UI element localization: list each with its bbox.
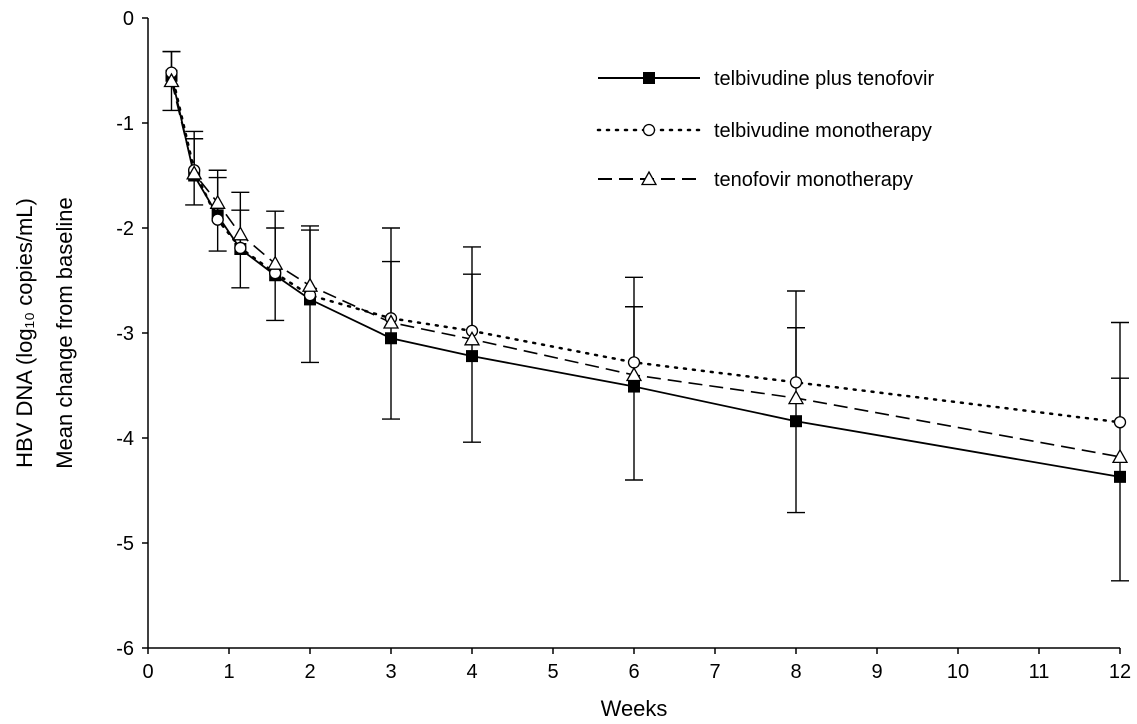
marker-circle xyxy=(234,241,247,255)
marker-triangle xyxy=(625,366,643,382)
marker-circle xyxy=(1113,416,1127,429)
x-tick-label: 4 xyxy=(466,661,477,683)
marker-square xyxy=(466,350,478,363)
legend-swatch-marker xyxy=(643,72,655,84)
marker-circle xyxy=(642,123,656,137)
x-tick-label: 2 xyxy=(304,661,315,683)
legend-entry-telbivudine-plus-tenofovir: telbivudine plus tenofovir xyxy=(598,68,934,90)
y-tick-label: -4 xyxy=(116,428,134,450)
marker-circle xyxy=(627,356,641,369)
x-tick-label: 0 xyxy=(142,661,153,683)
y-tick-label: -5 xyxy=(116,533,134,555)
x-tick-label: 12 xyxy=(1109,661,1131,683)
y-tick-label: -2 xyxy=(116,218,134,240)
marker-triangle xyxy=(186,165,203,180)
series-line xyxy=(170,71,1122,424)
x-tick-label: 8 xyxy=(790,661,801,683)
y-tick-label: -1 xyxy=(116,113,134,135)
marker-triangle xyxy=(209,194,226,209)
error-bars xyxy=(162,50,1129,582)
series-line xyxy=(170,80,1121,458)
marker-square xyxy=(628,380,640,393)
x-tick-label: 5 xyxy=(547,661,558,683)
marker-circle xyxy=(789,376,803,389)
marker-triangle xyxy=(640,170,658,186)
marker-square xyxy=(385,332,397,345)
x-tick-label: 9 xyxy=(871,661,882,683)
series-markers xyxy=(163,66,1129,483)
marker-triangle xyxy=(787,389,805,405)
x-tick-label: 1 xyxy=(223,661,234,683)
y-axis-title-line-1: HBV DNA (log₁₀ copies/mL) xyxy=(12,198,37,468)
x-tick-label: 3 xyxy=(385,661,396,683)
marker-triangle xyxy=(301,277,319,292)
x-ticks: 0 1 2 3 4 5 6 7 8 9 10 11 12 xyxy=(142,648,1131,683)
marker-triangle xyxy=(1111,448,1129,464)
y-ticks: 0 -1 -2 -3 -4 -5 -6 xyxy=(116,8,148,660)
legend-label: telbivudine plus tenofovir xyxy=(714,68,934,90)
legend-entry-tenofovir-monotherapy: tenofovir monotherapy xyxy=(598,169,913,191)
y-tick-label: -6 xyxy=(116,638,134,660)
marker-triangle xyxy=(267,255,284,270)
marker-square xyxy=(643,72,655,84)
x-axis-title: Weeks xyxy=(601,696,668,721)
legend-label: tenofovir monotherapy xyxy=(714,169,913,191)
legend-entry-telbivudine-monotherapy: telbivudine monotherapy xyxy=(596,120,932,142)
series-line xyxy=(170,75,1121,478)
marker-square xyxy=(790,415,802,428)
marker-square xyxy=(1114,470,1126,483)
legend-swatch-marker xyxy=(642,123,656,137)
legend-swatch-marker xyxy=(640,170,658,186)
y-tick-label: 0 xyxy=(123,8,134,30)
marker-triangle xyxy=(463,330,481,346)
marker-triangle xyxy=(232,225,249,241)
x-tick-label: 7 xyxy=(709,661,720,683)
marker-triangle xyxy=(163,72,180,88)
legend-label: telbivudine monotherapy xyxy=(714,120,932,142)
y-axis-title-line-2: Mean change from baseline xyxy=(52,197,77,469)
y-tick-label: -3 xyxy=(116,323,134,345)
x-tick-label: 11 xyxy=(1029,661,1050,683)
legend: telbivudine plus tenofovir telbivudine m… xyxy=(596,68,934,191)
x-tick-label: 10 xyxy=(947,661,969,683)
x-tick-label: 6 xyxy=(628,661,639,683)
marker-triangle xyxy=(382,314,400,329)
marker-circle xyxy=(211,213,224,226)
